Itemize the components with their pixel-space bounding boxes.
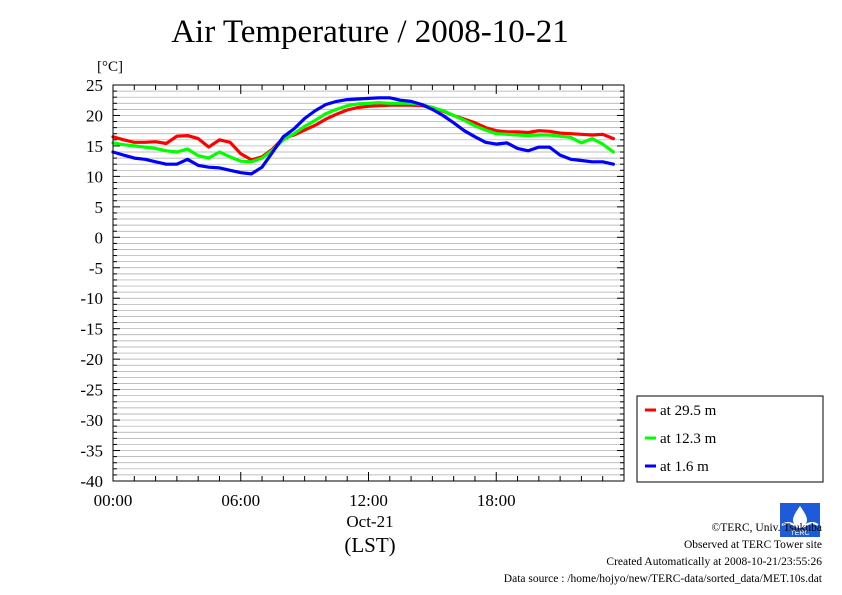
y-tick-label: 20 [86, 106, 103, 125]
legend: at 29.5 m at 12.3 m at 1.6 m [636, 395, 824, 483]
y-tick-label: 5 [95, 198, 104, 217]
y-tick-label: -35 [80, 442, 103, 461]
x-tick-label: 18:00 [477, 491, 516, 510]
x-tick-labels: 00:00 06:00 12:00 18:00 [94, 491, 516, 510]
x-tick-label: 06:00 [221, 491, 260, 510]
y-tick-label: -20 [80, 350, 103, 369]
data-source-text: Data source : /home/hojyo/new/TERC-data/… [503, 573, 822, 585]
y-tick-label: 25 [86, 76, 103, 95]
terc-logo-icon: TERC [780, 503, 820, 537]
chart-title: Air Temperature / 2008-10-21 [171, 14, 569, 50]
y-tick-label: -15 [80, 320, 103, 339]
y-tick-label: -10 [80, 289, 103, 308]
series-line-at-29-5-m [111, 103, 616, 162]
x-tick-label: 00:00 [94, 491, 133, 510]
svg-text:TERC: TERC [790, 530, 809, 537]
legend-label: at 12.3 m [660, 431, 717, 447]
grid-lines [113, 90, 624, 476]
x-date-label: Oct-21 [346, 512, 393, 531]
series-line-at-1-6-m [111, 96, 616, 176]
y-tick-labels: 25 20 15 10 5 0 -5 -10 -15 -20 -25 -30 -35 -40 [80, 76, 103, 491]
y-tick-label: 0 [95, 228, 104, 247]
axis-ticks [112, 84, 625, 482]
y-tick-label: 10 [86, 167, 103, 186]
created-text: Created Automatically at 2008-10-21/23:5… [606, 556, 822, 568]
y-tick-label: -25 [80, 381, 103, 400]
series-line-at-12-3-m [111, 101, 616, 164]
y-tick-label: -5 [89, 259, 103, 278]
y-tick-label: 15 [86, 137, 103, 156]
y-tick-label: -40 [80, 472, 103, 491]
y-axis-label: [°C] [97, 59, 123, 75]
legend-label: at 29.5 m [660, 403, 717, 419]
plot-frame [112, 84, 625, 482]
legend-box [636, 395, 824, 483]
legend-label: at 1.6 m [660, 459, 709, 475]
y-tick-label: -30 [80, 411, 103, 430]
x-tick-label: 12:00 [349, 491, 388, 510]
x-axis-label: (LST) [344, 533, 395, 557]
series-lines [111, 96, 616, 176]
site-text: Observed at TERC Tower site [683, 539, 822, 551]
copyright-text: ©TERC, Univ. Tsukuba [711, 522, 822, 534]
